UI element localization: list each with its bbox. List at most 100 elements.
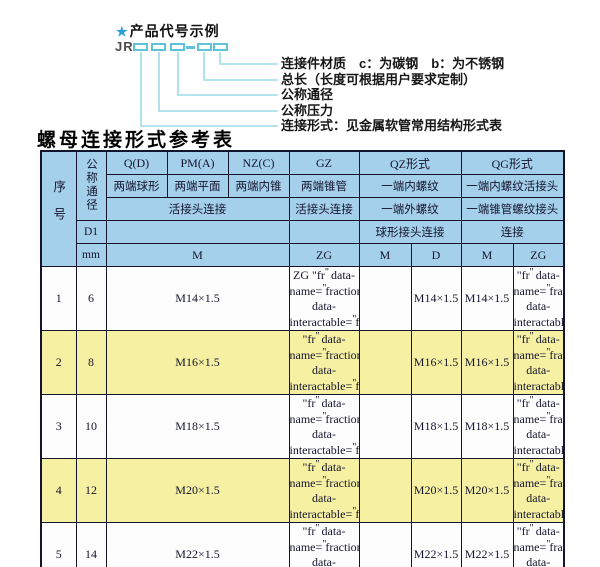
diagram-title: ★产品代号示例 [116,21,220,41]
cell-qg-zg: "fr" data-name="fraction" data-interacta… [512,394,565,459]
cell-qg-zg: "fr" data-name="fraction" data-interacta… [512,330,565,395]
cell-qz-d: M18×1.5 [410,394,462,459]
inch-mark: " [529,267,534,279]
cell-seq: 3 [40,394,77,459]
cell-m: M22×1.5 [105,522,290,567]
callout-lines [140,52,278,127]
inch-mark: " [315,459,319,471]
cell-qz-m [358,394,412,459]
header-pm-type: 两端平面 [166,174,229,198]
inch-mark: " [352,314,356,325]
cell-dn: 6 [75,266,107,331]
cell-qg-m: M14×1.5 [460,266,514,331]
cell-gz: "fr" data-name="fraction" data-interacta… [288,330,360,395]
cell-qz-m [358,330,412,395]
cell-qg-zg: "fr" data-name="fraction" data-interacta… [512,458,565,523]
header-pm-code: PM(A) [166,150,229,175]
table-header: 序号 公称通径 Q(D) PM(A) NZ(C) GZ QZ形式 QG形式 两端… [40,150,565,267]
inch-mark: " [516,460,522,474]
code-box [213,43,228,51]
cell-qz-d: M14×1.5 [410,266,462,331]
label-connection-form: 连接形式：见金属软管常用结构形式表 [281,118,503,133]
cell-dn: 10 [75,394,107,459]
cell-qg-zg: "fr" data-name="fraction" data-interacta… [512,266,565,331]
cell-qz-m [358,522,412,567]
inch-mark: " [315,395,319,407]
header-gz-unit: ZG [288,243,360,267]
inch-mark: " [302,332,308,346]
cell-m: M14×1.5 [105,266,290,331]
cell-seq: 4 [40,458,77,523]
header-m-empty [105,220,290,244]
cell-dn: 8 [75,330,107,395]
label-nominal-pressure: 公称压力 [281,103,334,118]
inch-mark: " [324,267,329,279]
label-total-length: 总长（长度可根据用户要求定制） [281,72,477,87]
header-mm: mm [75,243,107,267]
header-q-type: 两端球形 [105,174,168,198]
cell-m: M18×1.5 [105,394,290,459]
inch-mark: " [352,442,356,453]
header-m-row3: 活接头连接 [105,197,290,221]
header-gz-type: 两端锥管 [288,174,360,198]
header-nz-code: NZ(C) [227,150,290,175]
cell-qg-m: M16×1.5 [460,330,514,395]
diagram-title-text: 产品代号示例 [129,23,220,39]
header-qz-row3: 一端外螺纹 [358,197,462,221]
code-box [151,43,166,51]
header-gz-empty [288,220,360,244]
header-qz-unit2: D [410,243,462,267]
label-connector-material: 连接件材质 c：为碳钢 b：为不锈钢 [281,56,505,71]
cell-qg-m: M18×1.5 [460,394,514,459]
inch-mark: " [322,475,326,486]
inch-mark: " [352,506,356,517]
inch-mark: " [546,475,550,486]
inch-mark: " [529,395,534,407]
cell-qg-m: M22×1.5 [460,522,514,567]
header-qz-code: QZ形式 [358,150,462,175]
cell-dn: 14 [75,522,107,567]
header-qg-unit2: ZG [512,243,565,267]
inch-mark: " [529,459,534,471]
header-seq: 序号 [40,150,77,267]
inch-mark: " [516,268,522,282]
inch-mark: " [529,331,534,343]
inch-mark: " [302,396,308,410]
cell-gz: "fr" data-name="fraction" data-interacta… [288,522,360,567]
cell-qg-zg: "fr" data-name="fraction" data-interacta… [512,522,565,567]
inch-mark: " [546,411,550,422]
cell-gz: "fr" data-name="fraction" data-interacta… [288,458,360,523]
cell-m: M20×1.5 [105,458,290,523]
cell-qz-m [358,266,412,331]
inch-mark: " [546,347,550,358]
inch-mark: " [516,332,522,346]
header-dn: 公称通径 [75,150,107,221]
inch-mark: " [529,523,534,535]
cell-qz-d: M16×1.5 [410,330,462,395]
inch-mark: " [322,539,326,550]
header-qz-unit1: M [358,243,412,267]
code-box [133,43,148,51]
cell-qz-d: M22×1.5 [410,522,462,567]
cell-gz: ZG "fr" data-name="fraction" data-intera… [288,266,360,331]
inch-mark: " [322,347,326,358]
inch-mark: " [302,460,308,474]
cell-qz-d: M20×1.5 [410,458,462,523]
header-qz-row2: 一端内螺纹 [358,174,462,198]
header-qg-code: QG形式 [460,150,565,175]
code-prefix: JR [115,39,134,54]
inch-mark: " [315,523,319,535]
cell-seq: 5 [40,522,77,567]
header-qg-unit1: M [460,243,514,267]
cell-qg-m: M20×1.5 [460,458,514,523]
inch-mark: " [352,378,356,389]
inch-mark: " [322,283,326,294]
header-nz-type: 两端内锥 [227,174,290,198]
header-qg-row3: 一端锥管螺纹接头 [460,197,565,221]
header-gz-row3: 活接头连接 [288,197,360,221]
header-qg-row2: 一端内螺纹活接头 [460,174,565,198]
header-m-unit: M [105,243,290,267]
